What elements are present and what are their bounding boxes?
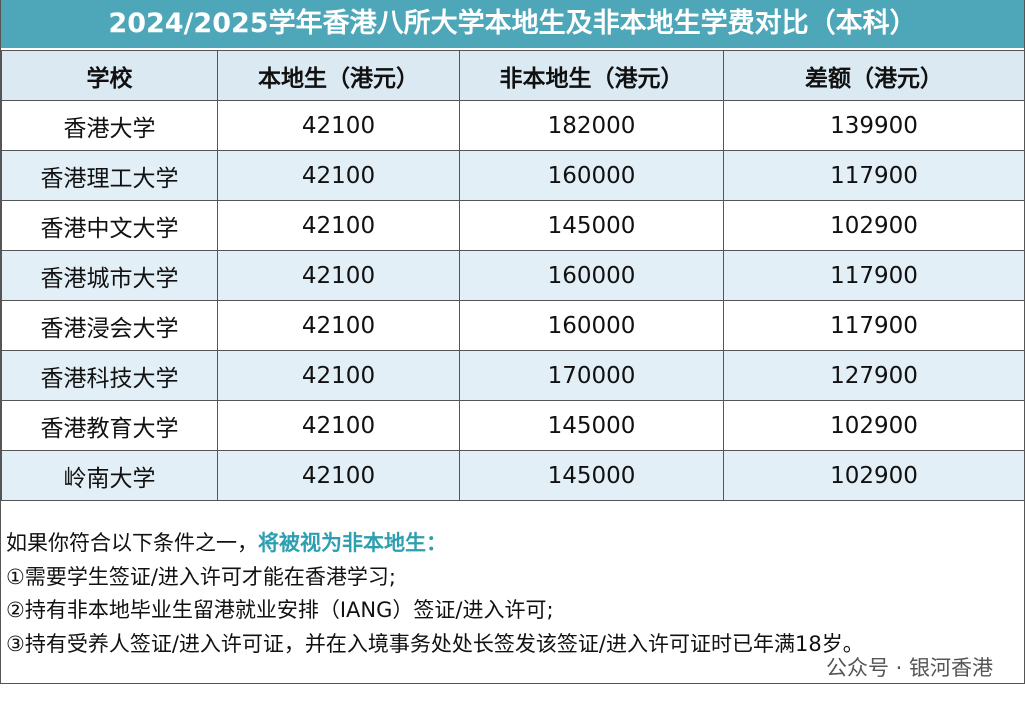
header-cell: 差额（港元） xyxy=(723,50,1025,101)
title: 2024/2025学年香港八所大学本地生及非本地生学费对比（本科） xyxy=(1,0,1024,50)
table-cell: 160000 xyxy=(459,300,724,351)
table-row: 香港理工大学 42100 160000 117900 xyxy=(1,150,1025,201)
table-cell: 102900 xyxy=(723,400,1025,451)
table-cell: 127900 xyxy=(723,350,1025,401)
table-cell: 182000 xyxy=(459,100,724,151)
table-cell: 香港理工大学 xyxy=(1,150,218,201)
table-row: 香港城市大学 42100 160000 117900 xyxy=(1,250,1025,301)
notes: 如果你符合以下条件之一，将被视为非本地生： ①需要学生签证/进入许可才能在香港学… xyxy=(1,501,1024,661)
page: 2024/2025学年香港八所大学本地生及非本地生学费对比（本科） 学校 本地生（… xyxy=(0,0,1025,684)
table-row: 香港中文大学 42100 145000 102900 xyxy=(1,200,1025,251)
intro: 如果你符合以下条件之一， xyxy=(6,531,258,555)
table-row: 岭南大学 42100 145000 102900 xyxy=(1,450,1025,501)
table-row: 香港浸会大学 42100 160000 117900 xyxy=(1,300,1025,351)
table-cell: 117900 xyxy=(723,300,1025,351)
highlight: 将被视为非本地生： xyxy=(258,531,447,555)
table-cell: 香港大学 xyxy=(1,100,218,151)
table-cell: 42100 xyxy=(217,200,460,251)
table-cell: 42100 xyxy=(217,150,460,201)
table-cell: 香港浸会大学 xyxy=(1,300,218,351)
table-cell: 102900 xyxy=(723,200,1025,251)
table-cell: 145000 xyxy=(459,200,724,251)
table-cell: 139900 xyxy=(723,100,1025,151)
table-cell: 42100 xyxy=(217,350,460,401)
table-cell: 160000 xyxy=(459,150,724,201)
header-cell: 本地生（港元） xyxy=(217,50,460,101)
table-cell: 117900 xyxy=(723,250,1025,301)
table-cell: 42100 xyxy=(217,450,460,501)
table-cell: 170000 xyxy=(459,350,724,401)
note-item: ②持有非本地毕业生留港就业安排（IANG）签证/进入许可; xyxy=(6,598,554,622)
table-row: 香港教育大学 42100 145000 102900 xyxy=(1,400,1025,451)
table-cell: 香港中文大学 xyxy=(1,200,218,251)
header-row: 学校 本地生（港元） 非本地生（港元） 差额（港元） xyxy=(1,50,1025,101)
table-cell: 香港教育大学 xyxy=(1,400,218,451)
header-cell: 非本地生（港元） xyxy=(459,50,724,101)
table-cell: 42100 xyxy=(217,250,460,301)
note-item: ③持有受养人签证/进入许可证，并在入境事务处处长签发该签证/进入许可证时已年满1… xyxy=(6,631,864,656)
table-cell: 102900 xyxy=(723,450,1025,501)
table-cell: 香港科技大学 xyxy=(1,350,218,401)
table-cell: 42100 xyxy=(217,100,460,151)
header-cell: 学校 xyxy=(1,50,218,101)
table-cell: 42100 xyxy=(217,300,460,351)
table-cell: 145000 xyxy=(459,450,724,501)
table-row: 香港科技大学 42100 170000 127900 xyxy=(1,350,1025,401)
table-cell: 160000 xyxy=(459,250,724,301)
fee-table: 学校 本地生（港元） 非本地生（港元） 差额（港元） 香港大学 42100 182000 1… xyxy=(1,50,1025,501)
table-cell: 岭南大学 xyxy=(1,450,218,501)
table-cell: 香港城市大学 xyxy=(1,250,218,301)
table-cell: 145000 xyxy=(459,400,724,451)
table-row: 香港大学 42100 182000 139900 xyxy=(1,100,1025,151)
note-intro: 如果你符合以下条件之一，将被视为非本地生： xyxy=(6,527,1024,561)
note-item: ①需要学生签证/进入许可才能在香港学习; xyxy=(6,564,396,589)
table-cell: 42100 xyxy=(217,400,460,451)
table-cell: 117900 xyxy=(723,150,1025,201)
watermark: 公众号 · 银河香港 xyxy=(825,656,993,680)
